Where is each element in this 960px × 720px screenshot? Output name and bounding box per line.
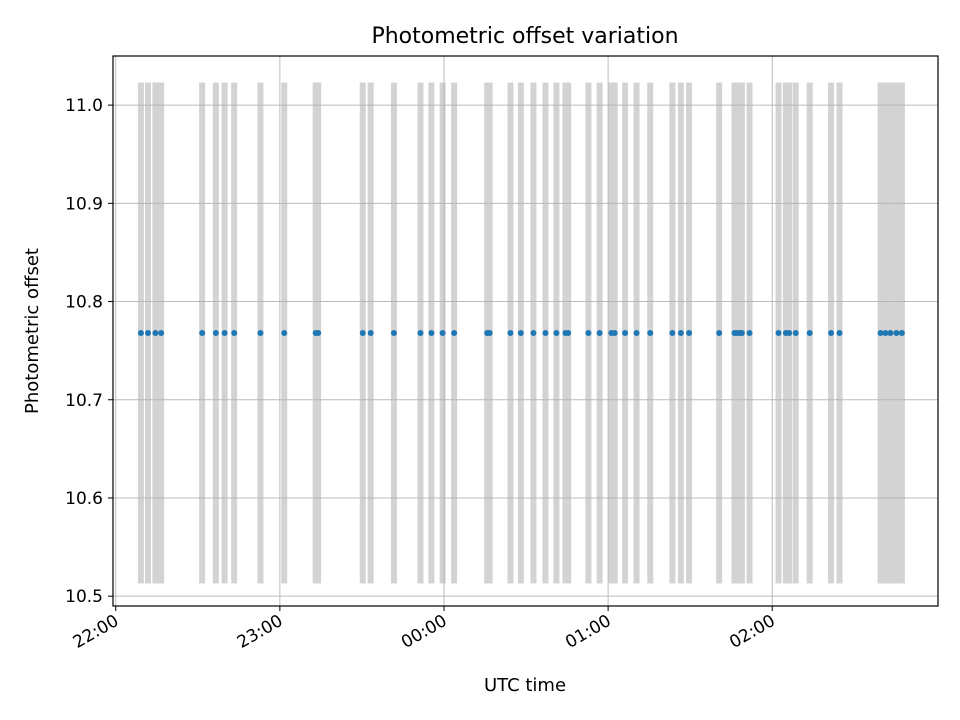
data-point xyxy=(221,329,228,336)
grid-lines xyxy=(113,56,938,606)
data-point xyxy=(611,329,618,336)
data-point xyxy=(359,329,366,336)
data-point xyxy=(647,329,654,336)
data-point xyxy=(417,329,424,336)
data-point xyxy=(517,329,524,336)
data-point xyxy=(882,329,889,336)
data-points xyxy=(137,329,905,336)
data-point xyxy=(669,329,676,336)
data-point xyxy=(686,329,693,336)
y-tick-label: 10.6 xyxy=(65,489,103,509)
data-point xyxy=(828,329,835,336)
data-point xyxy=(565,329,572,336)
data-point xyxy=(806,329,813,336)
data-point xyxy=(622,329,629,336)
data-point xyxy=(428,329,435,336)
plot-frame xyxy=(112,55,939,607)
data-point xyxy=(775,329,782,336)
data-point xyxy=(390,329,397,336)
data-point xyxy=(877,329,884,336)
x-axis-label: UTC time xyxy=(484,675,566,696)
x-tick-label: 02:00 xyxy=(726,611,778,653)
data-point xyxy=(137,329,144,336)
x-tick-label: 22:00 xyxy=(70,611,122,653)
data-point xyxy=(738,329,745,336)
y-tick-label: 11.0 xyxy=(65,96,103,116)
data-point xyxy=(152,329,159,336)
data-point xyxy=(451,329,458,336)
data-point xyxy=(585,329,592,336)
data-point xyxy=(486,329,493,336)
data-point xyxy=(786,329,793,336)
data-point xyxy=(257,329,264,336)
x-tick-label: 23:00 xyxy=(234,611,286,653)
data-point xyxy=(633,329,640,336)
data-point xyxy=(887,329,894,336)
data-point xyxy=(677,329,684,336)
data-point xyxy=(315,329,322,336)
data-point xyxy=(596,329,603,336)
data-point xyxy=(898,329,905,336)
data-point xyxy=(231,329,238,336)
y-tick-label: 10.8 xyxy=(65,293,103,313)
y-tick-label: 10.7 xyxy=(65,391,103,411)
data-point xyxy=(281,329,288,336)
chart-title: Photometric offset variation xyxy=(371,24,678,49)
data-point xyxy=(792,329,799,336)
x-axis-ticks: 22:00 23:00 00:00 01:00 02:00 xyxy=(70,606,779,653)
data-point xyxy=(836,329,843,336)
data-point xyxy=(158,329,165,336)
data-point xyxy=(746,329,753,336)
data-point xyxy=(893,329,900,336)
y-axis-ticks: 10.5 10.6 10.7 10.8 10.9 11.0 xyxy=(65,96,113,607)
data-point xyxy=(145,329,152,336)
data-point xyxy=(507,329,514,336)
data-point xyxy=(530,329,537,336)
y-tick-label: 10.9 xyxy=(65,194,103,214)
data-point xyxy=(199,329,206,336)
data-point xyxy=(212,329,219,336)
data-point xyxy=(439,329,446,336)
x-tick-label: 00:00 xyxy=(398,611,450,653)
data-point xyxy=(553,329,560,336)
data-point xyxy=(542,329,549,336)
x-tick-label: 01:00 xyxy=(562,611,614,653)
data-point xyxy=(716,329,723,336)
y-axis-label: Photometric offset xyxy=(22,248,43,414)
y-tick-label: 10.5 xyxy=(65,587,103,607)
data-point xyxy=(367,329,374,336)
